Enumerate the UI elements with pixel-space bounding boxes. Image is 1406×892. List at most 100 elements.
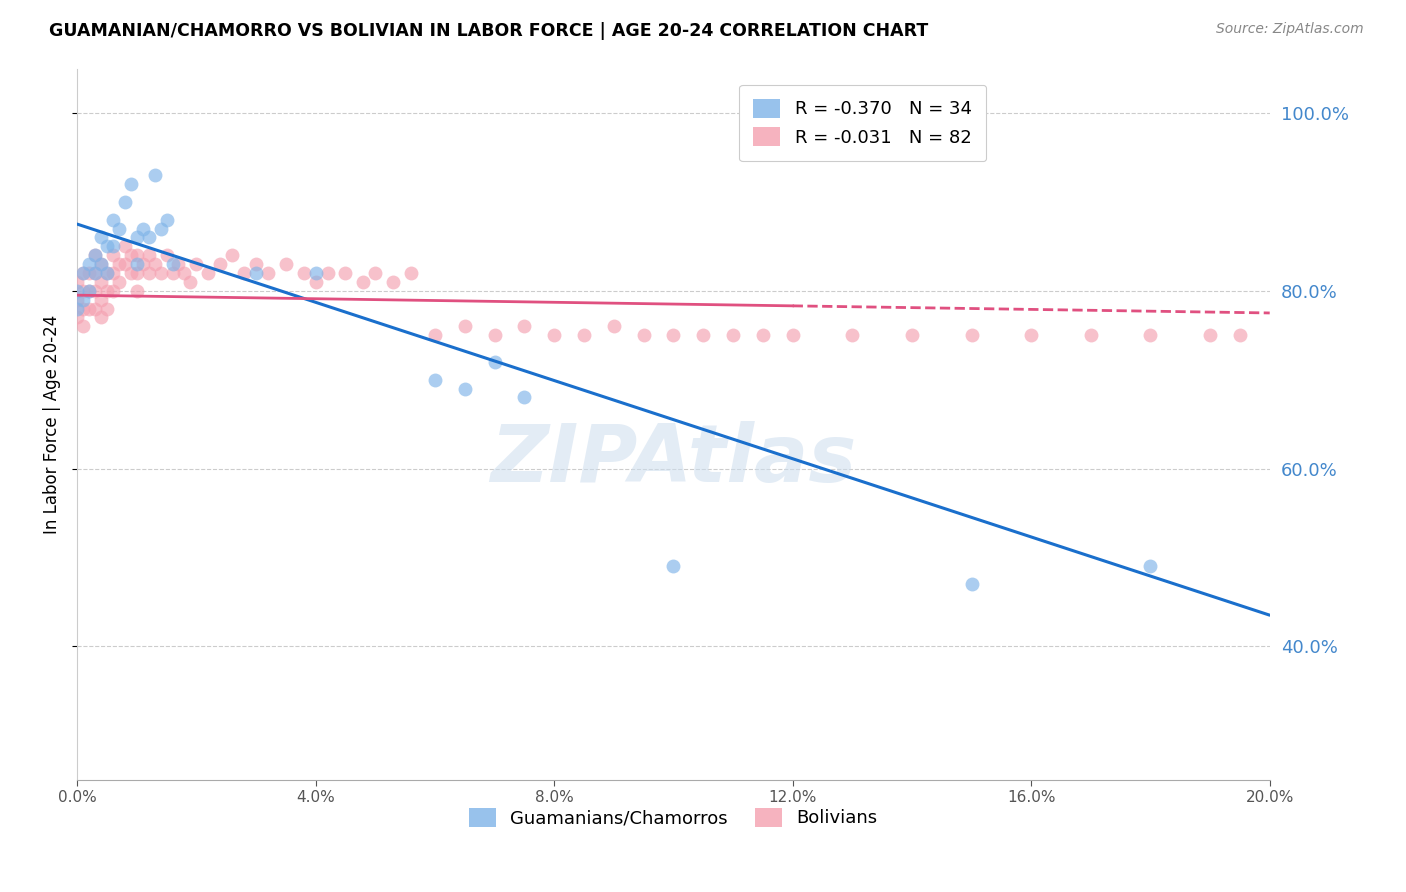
Point bbox=[125, 257, 148, 271]
Point bbox=[162, 257, 184, 271]
Point bbox=[162, 266, 184, 280]
Point bbox=[120, 248, 142, 262]
Point bbox=[138, 266, 160, 280]
Point bbox=[155, 212, 177, 227]
Point bbox=[484, 328, 506, 343]
Point bbox=[173, 266, 195, 280]
Point bbox=[77, 257, 100, 271]
Point bbox=[125, 248, 148, 262]
Point bbox=[1229, 328, 1251, 343]
Point bbox=[543, 328, 565, 343]
Point bbox=[72, 284, 94, 298]
Point bbox=[66, 284, 89, 298]
Point bbox=[131, 221, 153, 235]
Point bbox=[101, 212, 124, 227]
Y-axis label: In Labor Force | Age 20-24: In Labor Force | Age 20-24 bbox=[44, 315, 60, 533]
Point bbox=[292, 266, 315, 280]
Point bbox=[841, 328, 863, 343]
Point bbox=[96, 301, 118, 316]
Point bbox=[101, 239, 124, 253]
Point bbox=[131, 257, 153, 271]
Point bbox=[114, 239, 136, 253]
Point bbox=[167, 257, 190, 271]
Point bbox=[101, 248, 124, 262]
Point bbox=[96, 266, 118, 280]
Point bbox=[1199, 328, 1222, 343]
Text: GUAMANIAN/CHAMORRO VS BOLIVIAN IN LABOR FORCE | AGE 20-24 CORRELATION CHART: GUAMANIAN/CHAMORRO VS BOLIVIAN IN LABOR … bbox=[49, 22, 928, 40]
Point bbox=[245, 257, 267, 271]
Point bbox=[603, 319, 626, 334]
Point bbox=[66, 275, 89, 289]
Point bbox=[125, 284, 148, 298]
Point bbox=[382, 275, 405, 289]
Point bbox=[364, 266, 387, 280]
Legend: Guamanians/Chamorros, Bolivians: Guamanians/Chamorros, Bolivians bbox=[461, 801, 884, 835]
Point bbox=[454, 319, 477, 334]
Point bbox=[633, 328, 655, 343]
Point bbox=[901, 328, 924, 343]
Point bbox=[662, 328, 685, 343]
Point bbox=[90, 275, 112, 289]
Point bbox=[662, 559, 685, 574]
Point bbox=[1139, 559, 1161, 574]
Point bbox=[513, 391, 536, 405]
Point bbox=[143, 168, 166, 182]
Point bbox=[72, 266, 94, 280]
Point bbox=[84, 248, 107, 262]
Point bbox=[72, 293, 94, 307]
Point bbox=[72, 266, 94, 280]
Point bbox=[96, 239, 118, 253]
Point bbox=[316, 266, 339, 280]
Point bbox=[513, 319, 536, 334]
Point bbox=[335, 266, 357, 280]
Point bbox=[209, 257, 232, 271]
Point bbox=[72, 319, 94, 334]
Point bbox=[352, 275, 374, 289]
Point bbox=[399, 266, 422, 280]
Point bbox=[66, 310, 89, 325]
Point bbox=[108, 221, 131, 235]
Point bbox=[155, 248, 177, 262]
Point bbox=[96, 266, 118, 280]
Point bbox=[114, 194, 136, 209]
Point bbox=[101, 266, 124, 280]
Text: ZIPAtlas: ZIPAtlas bbox=[491, 421, 856, 499]
Point bbox=[752, 328, 775, 343]
Point bbox=[454, 382, 477, 396]
Point bbox=[84, 301, 107, 316]
Point bbox=[274, 257, 297, 271]
Point bbox=[143, 257, 166, 271]
Point bbox=[1019, 328, 1042, 343]
Point bbox=[138, 248, 160, 262]
Point bbox=[77, 266, 100, 280]
Point bbox=[90, 257, 112, 271]
Point bbox=[90, 293, 112, 307]
Point bbox=[1080, 328, 1102, 343]
Point bbox=[484, 355, 506, 369]
Point bbox=[77, 284, 100, 298]
Point bbox=[138, 230, 160, 244]
Point bbox=[304, 266, 326, 280]
Point bbox=[1139, 328, 1161, 343]
Point bbox=[90, 310, 112, 325]
Point bbox=[257, 266, 280, 280]
Point bbox=[84, 266, 107, 280]
Point bbox=[77, 284, 100, 298]
Point bbox=[423, 328, 446, 343]
Point bbox=[304, 275, 326, 289]
Point bbox=[960, 577, 983, 591]
Point bbox=[423, 373, 446, 387]
Point bbox=[96, 284, 118, 298]
Point bbox=[84, 248, 107, 262]
Point bbox=[120, 177, 142, 191]
Point bbox=[66, 301, 89, 316]
Point bbox=[221, 248, 243, 262]
Point bbox=[692, 328, 714, 343]
Point bbox=[90, 257, 112, 271]
Point bbox=[84, 266, 107, 280]
Point bbox=[101, 284, 124, 298]
Point bbox=[149, 221, 172, 235]
Point bbox=[114, 257, 136, 271]
Point bbox=[197, 266, 219, 280]
Point bbox=[179, 275, 201, 289]
